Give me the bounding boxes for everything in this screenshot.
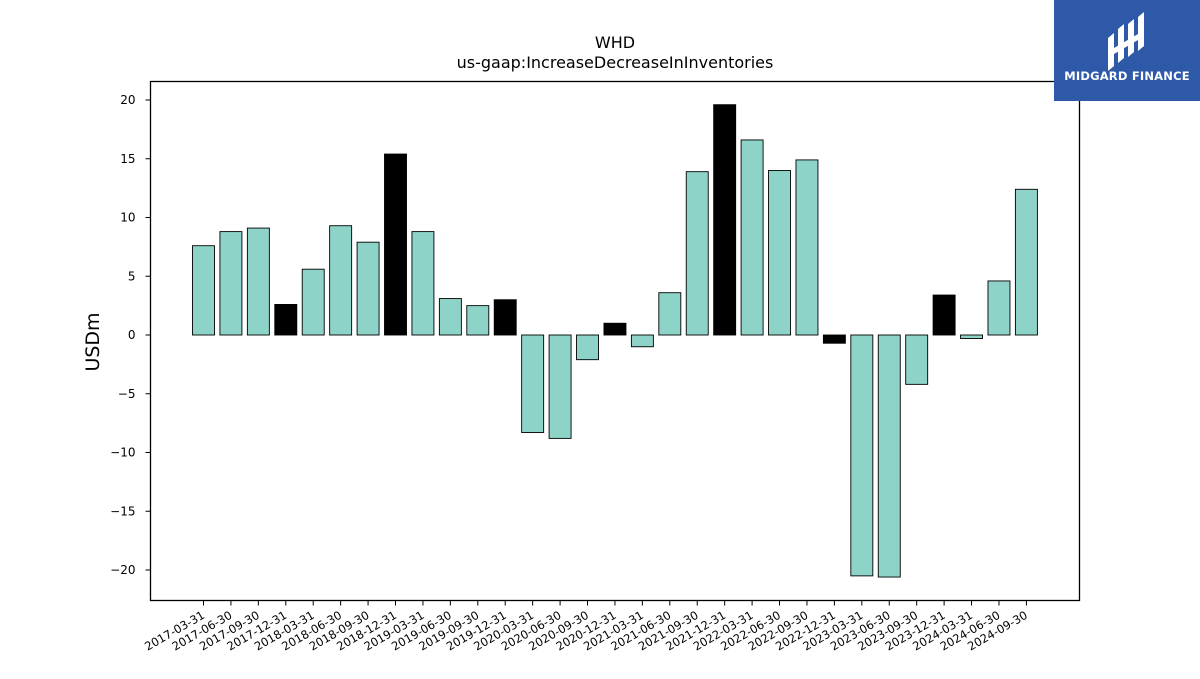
y-tick-label: 5 [128,269,136,283]
y-axis-label: USDm [82,312,104,371]
y-tick-label: −5 [118,387,136,401]
bar-2021-09-30 [685,171,709,336]
bar-2023-09-30 [905,334,929,385]
y-tick-label: −15 [110,504,135,518]
y-tick-label: −20 [110,563,135,577]
bar-2020-06-30 [548,334,572,439]
bar-2017-06-30 [219,231,243,336]
x-axis: 2017-03-312017-06-302017-09-302017-12-31… [142,600,1030,654]
bar-2023-03-31 [850,334,874,577]
bar-2017-03-31 [192,245,215,336]
bar-2022-03-31 [740,139,764,336]
bar-2021-06-30 [658,292,682,336]
bar-2018-06-30 [329,225,353,336]
chart-subtitle: us-gaap:IncreaseDecreaseInInventories [457,53,774,72]
chart-title: WHD [595,33,635,52]
bar-2024-06-30 [987,280,1011,336]
midgard-logo-icon [1108,12,1144,71]
bar-2020-12-31 [603,322,627,336]
y-tick-label: 20 [120,93,135,107]
bar-2024-03-31 [960,334,983,339]
bar-2018-09-30 [356,241,380,336]
bar-2018-03-31 [301,268,325,336]
bar-2018-12-31 [384,153,407,336]
bar-2017-09-30 [246,227,270,336]
bar-2019-09-30 [466,305,490,336]
bar-2017-12-31 [274,304,298,336]
bar-2019-03-31 [411,231,435,336]
y-tick-label: 15 [120,152,135,166]
brand-name: MIDGARD FINANCE [1064,69,1190,83]
bar-2023-12-31 [932,294,956,336]
y-axis: 20 15 10 5 0 −5 −10 −15 −20 [110,93,151,577]
brand-logo: MIDGARD FINANCE [1054,0,1200,101]
bar-2024-09-30 [1014,188,1038,336]
bar-2022-09-30 [795,159,819,336]
y-tick-label: −10 [110,446,135,460]
y-tick-label: 0 [128,328,136,342]
bar-2021-12-31 [713,104,737,336]
bar-2019-06-30 [438,298,462,336]
bar-2021-03-31 [630,334,654,348]
bars-layer [192,104,1038,578]
y-tick-label: 10 [120,211,135,225]
plot-frame [149,80,1081,602]
bar-2022-12-31 [822,334,846,344]
bar-2022-06-30 [768,170,791,336]
bar-2020-09-30 [576,334,599,361]
bar-2023-06-30 [877,334,901,578]
bar-2019-12-31 [493,299,517,336]
bar-2020-03-31 [521,334,545,433]
